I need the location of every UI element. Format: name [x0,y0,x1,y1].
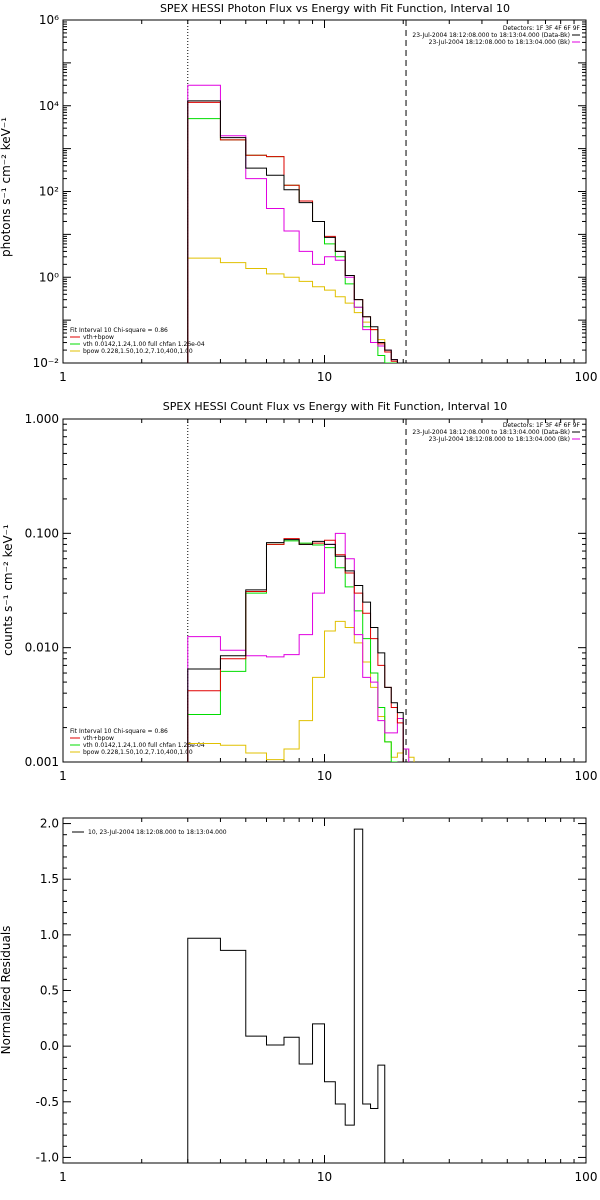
residuals-series-data [187,828,386,1163]
residuals-y-tick-label: 0.0 [40,1039,59,1053]
photon-y-tick-label: 10⁰ [39,270,59,284]
photon-x-tick-label: 10 [317,370,332,384]
photon-panel-legend: Fit Interval 10 Chi-square = 0.86 vth+bp… [70,327,205,355]
count-panel-marks: 1 10 100 0.001 0.010 0.100 1.000 [25,412,598,783]
residuals-y-tick-label: 1.0 [40,928,59,942]
residuals-panel: Normalized Residuals 10, 23-Jul-2004 18:… [0,817,597,1184]
residuals-panel-legend: 10, 23-Jul-2004 18:12:08.000 to 18:13:04… [72,829,227,836]
residuals-y-tick-label: 0.5 [40,984,59,998]
photon-panel-ylabel: photons s⁻¹ cm⁻² keV⁻¹ [0,117,13,257]
photon-legend-fit-interval: Fit Interval 10 Chi-square = 0.86 [70,327,168,334]
count-y-tick-label: 0.010 [25,641,59,655]
residuals-legend-label: 10, 23-Jul-2004 18:12:08.000 to 18:13:04… [88,829,227,836]
count-legend-vth: vth 0.0142,1.24,1.00 full chfan 1.26e-04 [83,742,205,749]
count-series-background [187,532,410,762]
residuals-y-tick-label: -1.0 [36,1150,59,1164]
photon-y-tick-label: 10⁻² [33,356,60,370]
photon-flux-panel: SPEX HESSI Photon Flux vs Energy with Fi… [0,2,597,384]
count-header-detectors: Detectors: 1F 3F 4F 6F 9F [503,422,581,429]
count-x-tick-label: 1 [59,769,67,783]
photon-header-detectors: Detectors: 1F 3F 4F 6F 9F [503,25,581,32]
residuals-panel-ylabel: Normalized Residuals [0,926,13,1055]
residuals-x-tick-label: 10 [317,1170,332,1184]
count-flux-panel: SPEX HESSI Count Flux vs Energy with Fit… [1,400,597,783]
photon-panel-title: SPEX HESSI Photon Flux vs Energy with Fi… [160,2,510,15]
count-y-tick-label: 0.001 [25,755,59,769]
photon-y-tick-label: 10⁶ [39,13,59,27]
count-y-tick-label: 0.100 [25,526,59,540]
residuals-y-tick-label: 2.0 [40,817,59,831]
count-header-bk: 23-Jul-2004 18:12:08.000 to 18:13:04.000… [429,436,570,443]
residuals-x-tick-label: 1 [59,1170,67,1184]
photon-x-tick-label: 100 [575,370,598,384]
photon-series-bpow [187,257,398,363]
count-legend-total: vth+bpow [83,735,114,742]
count-panel-title: SPEX HESSI Count Flux vs Energy with Fit… [163,400,507,413]
residuals-y-tick-label: -0.5 [36,1095,59,1109]
photon-legend-bpow: bpow 0.228,1.50,10.2,7.10,400,1.00 [83,348,193,355]
photon-header-bk: 23-Jul-2004 18:12:08.000 to 18:13:04.000… [429,39,570,46]
count-series-bpow [187,620,415,762]
photon-panel-marks: 1 10 100 10⁻² 10⁰ 10² 10⁴ 10⁶ [33,13,598,384]
count-x-tick-label: 100 [575,769,598,783]
count-y-tick-label: 1.000 [25,412,59,426]
photon-legend-vth: vth 0.0142,1.24,1.00 full chfan 1.26e-04 [83,341,205,348]
count-legend-fit-interval: Fit Interval 10 Chi-square = 0.86 [70,728,168,735]
count-series-data [187,539,404,762]
count-panel-header: Detectors: 1F 3F 4F 6F 9F 23-Jul-2004 18… [412,422,580,443]
photon-panel-header: Detectors: 1F 3F 4F 6F 9F 23-Jul-2004 18… [412,25,580,46]
photon-y-tick-label: 10⁴ [39,99,59,113]
count-header-data-bk: 23-Jul-2004 18:12:08.000 to 18:13:04.000… [412,429,570,436]
photon-header-data-bk: 23-Jul-2004 18:12:08.000 to 18:13:04.000… [412,32,570,39]
count-x-tick-label: 10 [317,769,332,783]
photon-legend-total: vth+bpow [83,334,114,341]
count-legend-bpow: bpow 0.228,1.50,10.2,7.10,400,1.00 [83,749,193,756]
residuals-x-tick-label: 100 [575,1170,598,1184]
photon-series-data [187,100,409,363]
photon-x-tick-label: 1 [59,370,67,384]
residuals-y-tick-label: 1.5 [40,872,59,886]
count-panel-legend: Fit Interval 10 Chi-square = 0.86 vth+bp… [70,728,205,756]
residuals-panel-marks: 1 10 100 -1.0 -0.5 0.0 0.5 1.0 1.5 2.0 [36,817,598,1184]
count-panel-ylabel: counts s⁻¹ cm⁻² keV⁻¹ [1,524,15,656]
photon-y-tick-label: 10² [39,185,59,199]
